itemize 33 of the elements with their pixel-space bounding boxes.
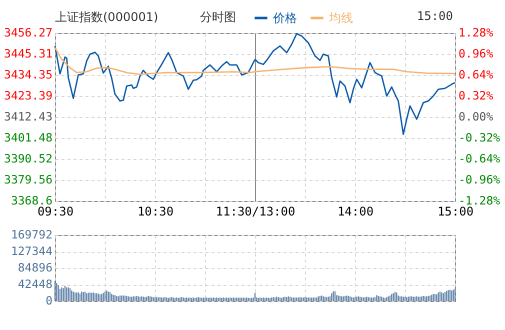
text: 1.28%	[458, 26, 494, 40]
legend-label: 均线	[328, 11, 353, 25]
x-tick-label: 10:30	[137, 204, 174, 218]
y-tick-label: 3434.35	[4, 68, 52, 82]
text: 15:00	[416, 9, 453, 23]
x-tick-label: 09:30	[37, 204, 74, 218]
text: -0.96%	[458, 172, 500, 186]
chart-subtitle: 分时图	[200, 9, 236, 26]
y-tick-label: 3423.39	[4, 88, 53, 103]
y-tick-label: 169792	[10, 228, 52, 242]
y-tick-label: 3401.48	[4, 130, 53, 144]
y-tick-label: 3390.52	[4, 151, 52, 166]
y-tick-label: 84896	[18, 260, 53, 274]
text: -0.32%	[458, 130, 500, 144]
y-tick-label: 3379.56	[4, 172, 53, 186]
y-tick-label: 3456.27	[4, 26, 53, 40]
text: 0.32%	[458, 88, 494, 102]
legend-label: 价格	[272, 11, 297, 25]
x-tick-label: 14:00	[337, 204, 374, 218]
y-tick-label: 3445.31	[4, 46, 53, 60]
y-tick-label: 0	[46, 294, 53, 308]
chart-title: 上证指数(000001)	[55, 9, 158, 26]
y-tick-label: 3368.6	[10, 194, 53, 208]
text: -1.28%	[458, 194, 500, 208]
x-tick-label: 11:30/13:00	[216, 204, 296, 218]
text: -0.64%	[458, 152, 500, 166]
y-tick-label: 42448	[18, 277, 53, 291]
x-tick-label: 15:00	[437, 204, 474, 218]
text: 0.96%	[458, 46, 494, 60]
y-tick-label: 127344	[10, 244, 53, 258]
y-tick-label: 3412.43	[4, 110, 53, 124]
text: 0.00%	[458, 110, 494, 124]
text: 0.64%	[458, 68, 494, 82]
